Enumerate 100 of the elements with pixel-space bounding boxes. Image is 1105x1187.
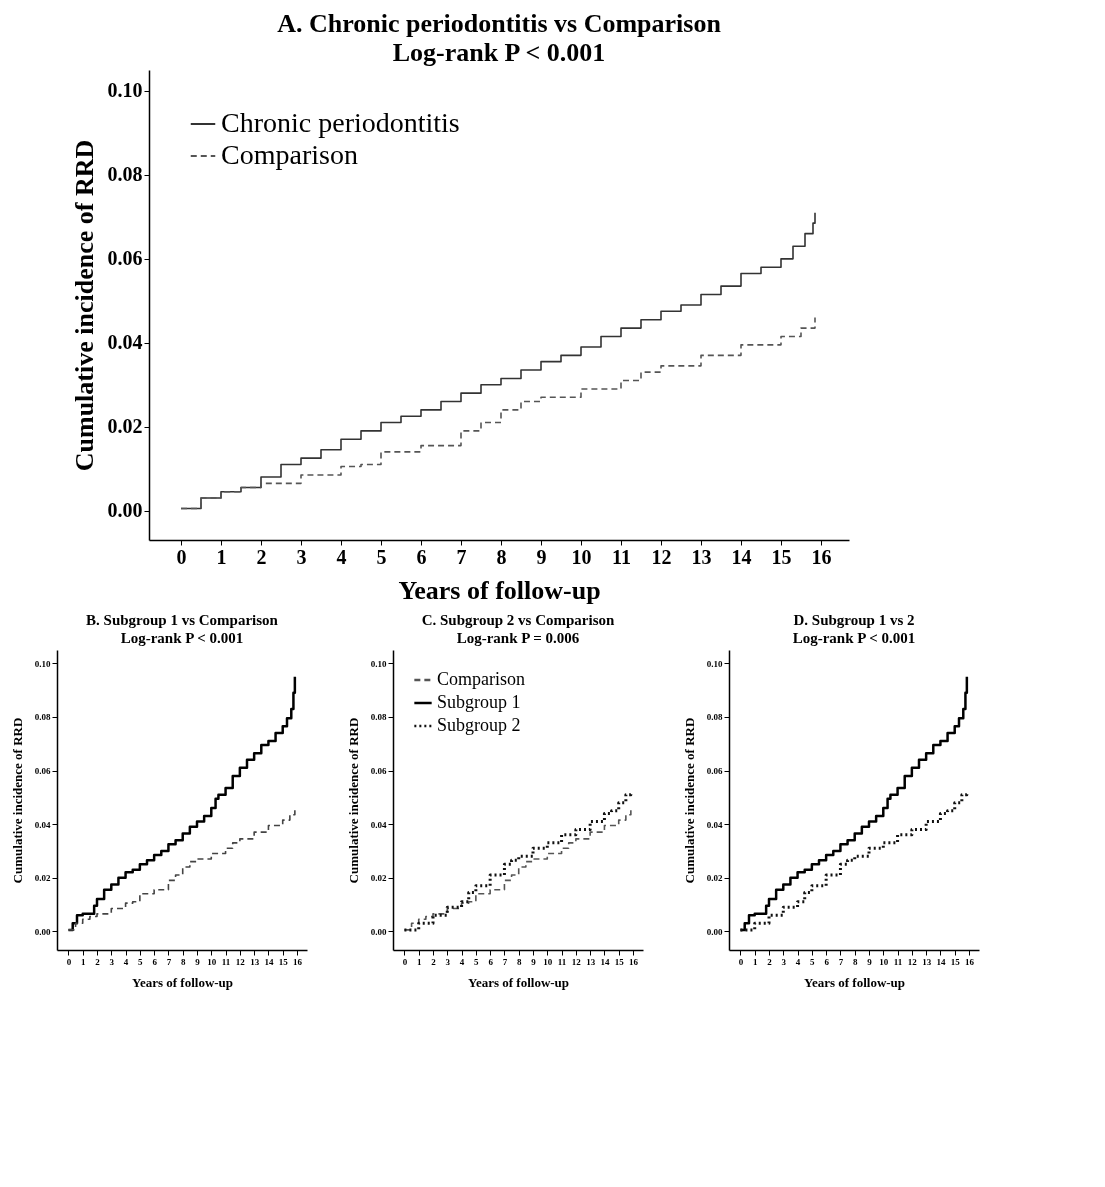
x-tick-label: 2 [256, 545, 267, 568]
x-tick-label: 12 [907, 956, 918, 967]
x-tick-label: 1 [416, 956, 422, 967]
x-tick-label: 2 [431, 956, 437, 967]
y-axis-title: Cumulative incidence of RRD [9, 717, 25, 884]
y-tick-label: 0.06 [370, 766, 387, 777]
x-tick-label: 11 [893, 956, 903, 967]
y-tick-label: 0.02 [706, 873, 723, 884]
x-tick-label: 10 [571, 545, 592, 568]
chart-title: A. Chronic periodontitis vs Comparison [277, 9, 722, 38]
x-tick-label: 0 [738, 956, 744, 967]
legend-label: Subgroup 1 [437, 692, 521, 712]
x-tick-label: 13 [922, 956, 932, 967]
y-tick-label: 0.04 [706, 819, 723, 830]
chart-subtitle: Log-rank P < 0.001 [120, 630, 244, 646]
y-axis-title: Cumulative incidence of RRD [69, 139, 99, 472]
x-axis-title: Years of follow-up [131, 974, 234, 990]
chart-title: D. Subgroup 1 vs 2 [793, 612, 915, 628]
x-tick-label: 8 [516, 956, 522, 967]
x-tick-label: 13 [691, 545, 712, 568]
y-tick-label: 0.06 [706, 766, 723, 777]
x-tick-label: 12 [651, 545, 672, 568]
y-tick-label: 0.10 [370, 658, 387, 669]
x-tick-label: 9 [536, 545, 547, 568]
x-tick-label: 2 [95, 956, 101, 967]
x-tick-label: 3 [109, 956, 115, 967]
y-tick-label: 0.06 [107, 247, 143, 270]
x-tick-label: 1 [80, 956, 86, 967]
x-axis-title: Years of follow-up [803, 974, 906, 990]
x-tick-label: 14 [600, 956, 610, 967]
x-tick-label: 14 [936, 956, 946, 967]
y-axis-title: Cumulative incidence of RRD [681, 717, 697, 884]
x-tick-label: 1 [752, 956, 758, 967]
y-tick-label: 0.10 [107, 79, 143, 102]
x-tick-label: 8 [852, 956, 858, 967]
y-tick-label: 0.06 [34, 766, 51, 777]
x-tick-label: 4 [123, 956, 129, 967]
x-tick-label: 15 [614, 956, 625, 967]
x-tick-label: 14 [731, 545, 752, 568]
x-tick-label: 11 [557, 956, 567, 967]
y-tick-label: 0.00 [706, 926, 723, 937]
x-tick-label: 12 [571, 956, 582, 967]
chart-title: B. Subgroup 1 vs Comparison [86, 612, 279, 628]
x-tick-label: 10 [543, 956, 553, 967]
x-tick-label: 13 [250, 956, 260, 967]
y-tick-label: 0.08 [370, 712, 387, 723]
chart-subtitle: Log-rank P < 0.001 [792, 630, 916, 646]
x-tick-label: 15 [950, 956, 961, 967]
x-tick-label: 7 [838, 956, 844, 967]
x-tick-label: 3 [296, 545, 307, 568]
x-tick-label: 2 [767, 956, 773, 967]
y-tick-label: 0.02 [370, 873, 387, 884]
y-tick-label: 0.02 [34, 873, 51, 884]
x-tick-label: 4 [336, 545, 347, 568]
x-tick-label: 6 [416, 545, 427, 568]
legend-label: Subgroup 2 [437, 715, 521, 735]
x-tick-label: 16 [293, 956, 303, 967]
y-tick-label: 0.10 [706, 658, 723, 669]
y-tick-label: 0.00 [34, 926, 51, 937]
chart-title: C. Subgroup 2 vs Comparison [421, 612, 615, 628]
x-tick-label: 16 [811, 545, 832, 568]
x-tick-label: 10 [207, 956, 217, 967]
x-tick-label: 5 [138, 956, 144, 967]
x-tick-label: 12 [235, 956, 246, 967]
y-tick-label: 0.00 [107, 499, 143, 522]
x-tick-label: 16 [965, 956, 975, 967]
x-tick-label: 11 [221, 956, 231, 967]
x-tick-label: 6 [488, 956, 494, 967]
y-tick-label: 0.08 [706, 712, 723, 723]
x-tick-label: 4 [795, 956, 801, 967]
x-tick-label: 0 [402, 956, 408, 967]
x-tick-label: 14 [264, 956, 274, 967]
x-tick-label: 8 [496, 545, 507, 568]
y-tick-label: 0.04 [107, 331, 143, 354]
x-tick-label: 11 [612, 545, 631, 568]
x-tick-label: 7 [166, 956, 172, 967]
y-tick-label: 0.04 [34, 819, 51, 830]
x-tick-label: 4 [459, 956, 465, 967]
x-tick-label: 9 [867, 956, 873, 967]
y-tick-label: 0.02 [107, 415, 143, 438]
x-tick-label: 0 [66, 956, 72, 967]
x-tick-label: 13 [586, 956, 596, 967]
x-tick-label: 15 [771, 545, 792, 568]
legend-label: Comparison [221, 139, 358, 170]
x-tick-label: 3 [781, 956, 787, 967]
x-tick-label: 5 [376, 545, 387, 568]
x-axis-title: Years of follow-up [467, 974, 570, 990]
x-tick-label: 6 [152, 956, 158, 967]
x-axis-title: Years of follow-up [398, 575, 601, 605]
legend-label: Comparison [437, 669, 525, 689]
x-tick-label: 15 [278, 956, 289, 967]
x-tick-label: 5 [810, 956, 816, 967]
chart-subtitle: Log-rank P = 0.006 [456, 630, 580, 646]
x-tick-label: 9 [531, 956, 537, 967]
x-tick-label: 7 [502, 956, 508, 967]
y-tick-label: 0.00 [370, 926, 387, 937]
x-tick-label: 3 [445, 956, 451, 967]
legend-label: Chronic periodontitis [221, 107, 460, 138]
chart-subtitle: Log-rank P < 0.001 [392, 38, 606, 67]
x-tick-label: 0 [176, 545, 187, 568]
